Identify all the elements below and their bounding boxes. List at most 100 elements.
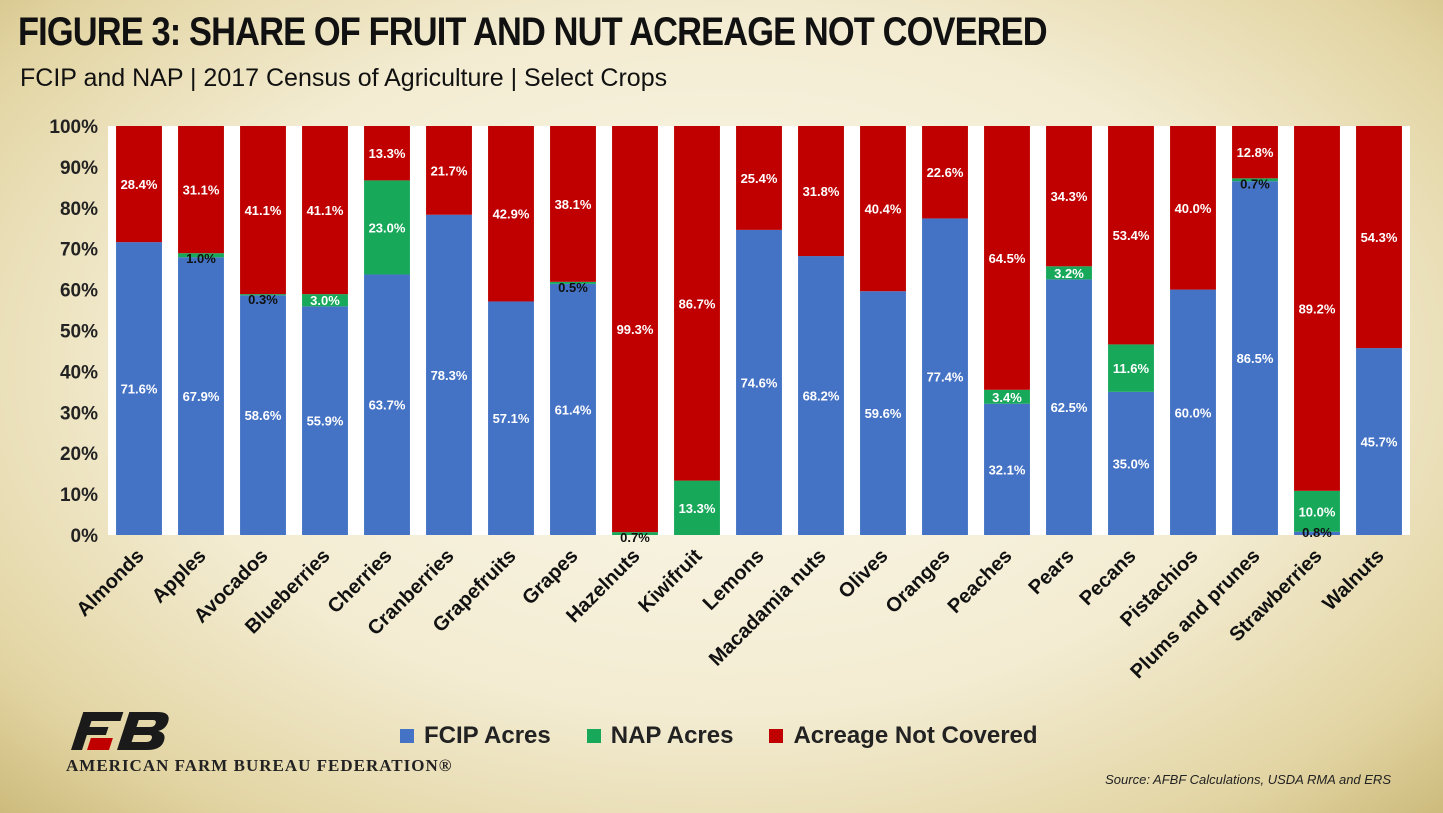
- bar-segment-nap: [1046, 266, 1092, 280]
- y-tick-label: 90%: [60, 158, 98, 179]
- bar-segment-not-covered: [1108, 126, 1154, 345]
- data-label-not-covered: 28.4%: [121, 177, 158, 192]
- y-tick-label: 40%: [60, 362, 98, 383]
- x-tick-label: Macadamia nuts: [705, 545, 831, 671]
- bar-segment-fcip: [488, 301, 534, 535]
- bar-segment-fcip: [364, 274, 410, 535]
- bar-segment-not-covered: [984, 126, 1030, 390]
- data-label-not-covered: 64.5%: [989, 251, 1026, 266]
- bar-segment-fcip: [116, 242, 162, 535]
- x-tick-label: Grapes: [518, 545, 582, 609]
- data-label-nap: 13.3%: [679, 501, 716, 516]
- bar-segment-not-covered: [860, 126, 906, 292]
- data-label-fcip: 32.1%: [989, 462, 1026, 477]
- data-label-nap: 0.7%: [620, 530, 650, 545]
- data-label-fcip: 61.4%: [555, 402, 592, 417]
- y-tick-label: 60%: [60, 281, 98, 302]
- data-label-fcip: 35.0%: [1113, 456, 1150, 471]
- data-label-not-covered: 38.1%: [555, 197, 592, 212]
- data-label-fcip: 86.5%: [1237, 351, 1274, 366]
- data-label-not-covered: 34.3%: [1051, 189, 1088, 204]
- bar-segment-not-covered: [1046, 126, 1092, 267]
- legend-item-fcip: FCIP Acres: [400, 722, 551, 750]
- bar-segment-fcip: [860, 291, 906, 535]
- legend-item-nap: NAP Acres: [586, 722, 734, 750]
- x-tick-label: Apples: [148, 545, 211, 608]
- data-label-not-covered: 21.7%: [431, 163, 468, 178]
- data-label-fcip: 55.9%: [307, 414, 344, 429]
- data-label-fcip: 78.3%: [431, 368, 468, 383]
- legend-label-fcip: FCIP Acres: [424, 722, 551, 749]
- x-tick-label: Almonds: [72, 545, 148, 621]
- data-label-nap: 23.0%: [369, 220, 406, 235]
- x-tick-label: Olives: [835, 545, 893, 603]
- legend-swatch-not-covered: [769, 729, 784, 743]
- bar-segment-nap: [240, 294, 286, 296]
- bar-segment-not-covered: [426, 126, 472, 215]
- data-label-fcip: 0.8%: [1302, 525, 1332, 540]
- bar-segment-fcip: [736, 229, 782, 536]
- legend-label-not-covered: Acreage Not Covered: [793, 722, 1038, 749]
- data-label-fcip: 67.9%: [183, 389, 220, 404]
- bar-segment-fcip: [798, 256, 844, 535]
- bar-segment-nap: [550, 281, 596, 284]
- data-label-not-covered: 25.4%: [741, 171, 778, 186]
- bar-segment-not-covered: [798, 126, 844, 257]
- data-label-fcip: 62.5%: [1051, 400, 1088, 415]
- data-label-nap: 3.2%: [1054, 266, 1084, 281]
- bar-segment-nap: [1108, 344, 1154, 392]
- data-label-fcip: 59.6%: [865, 406, 902, 421]
- data-label-not-covered: 31.8%: [803, 184, 840, 199]
- data-label-not-covered: 40.4%: [865, 202, 902, 217]
- bar-segment-fcip: [984, 403, 1030, 535]
- bar-segment-nap: [1294, 490, 1340, 532]
- data-label-not-covered: 53.4%: [1113, 228, 1150, 243]
- bar-segment-fcip: [1108, 391, 1154, 535]
- data-label-not-covered: 41.1%: [307, 203, 344, 218]
- bar-segment-nap: [612, 532, 658, 535]
- legend-swatch-nap: [586, 729, 601, 743]
- bar-segment-not-covered: [178, 126, 224, 254]
- legend-label-nap: NAP Acres: [610, 722, 734, 749]
- bar-segment-not-covered: [302, 126, 348, 295]
- data-label-nap: 11.6%: [1113, 361, 1150, 376]
- data-label-fcip: 45.7%: [1361, 435, 1398, 450]
- data-label-not-covered: 12.8%: [1237, 145, 1274, 160]
- bar-segment-nap: [302, 294, 348, 307]
- bar-segment-not-covered: [736, 126, 782, 230]
- y-tick-label: 80%: [60, 199, 98, 220]
- bar-segment-nap: [178, 253, 224, 258]
- data-label-fcip: 74.6%: [741, 375, 778, 390]
- data-label-fcip: 58.6%: [245, 408, 282, 423]
- bar-segment-nap: [674, 480, 720, 535]
- org-name: AMERICAN FARM BUREAU FEDERATION®: [66, 756, 453, 775]
- y-tick-label: 30%: [60, 403, 98, 424]
- data-label-not-covered: 86.7%: [679, 296, 716, 311]
- chart-legend: FCIP Acres NAP Acres Acreage Not Covered: [400, 722, 1074, 750]
- data-label-fcip: 60.0%: [1175, 405, 1212, 420]
- y-tick-label: 50%: [60, 322, 98, 343]
- bar-segment-fcip: [1294, 531, 1340, 535]
- bar-segment-fcip: [178, 257, 224, 535]
- data-label-fcip: 63.7%: [369, 398, 406, 413]
- x-tick-label: Kiwifruit: [634, 545, 706, 617]
- data-label-nap: 10.0%: [1299, 504, 1336, 519]
- bar-segment-not-covered: [1356, 126, 1402, 349]
- data-label-fcip: 71.6%: [121, 382, 158, 397]
- data-label-not-covered: 13.3%: [369, 146, 406, 161]
- bar-segment-not-covered: [364, 126, 410, 181]
- data-label-nap: 1.0%: [186, 251, 216, 266]
- data-label-fcip: 57.1%: [493, 411, 530, 426]
- bar-segment-not-covered: [612, 126, 658, 533]
- bar-segment-fcip: [1356, 348, 1402, 535]
- data-label-fcip: 77.4%: [927, 370, 964, 385]
- chart-title: FIGURE 3: SHARE OF FRUIT AND NUT ACREAGE…: [18, 10, 1048, 54]
- legend-item-not-covered: Acreage Not Covered: [769, 722, 1038, 750]
- bar-segment-not-covered: [674, 126, 720, 481]
- chart-subtitle: FCIP and NAP | 2017 Census of Agricultur…: [20, 64, 668, 92]
- bar-segment-not-covered: [1170, 126, 1216, 290]
- data-label-not-covered: 89.2%: [1299, 301, 1336, 316]
- bar-segment-fcip: [240, 295, 286, 535]
- bar-segment-fcip: [302, 306, 348, 535]
- data-label-fcip: 68.2%: [803, 389, 840, 404]
